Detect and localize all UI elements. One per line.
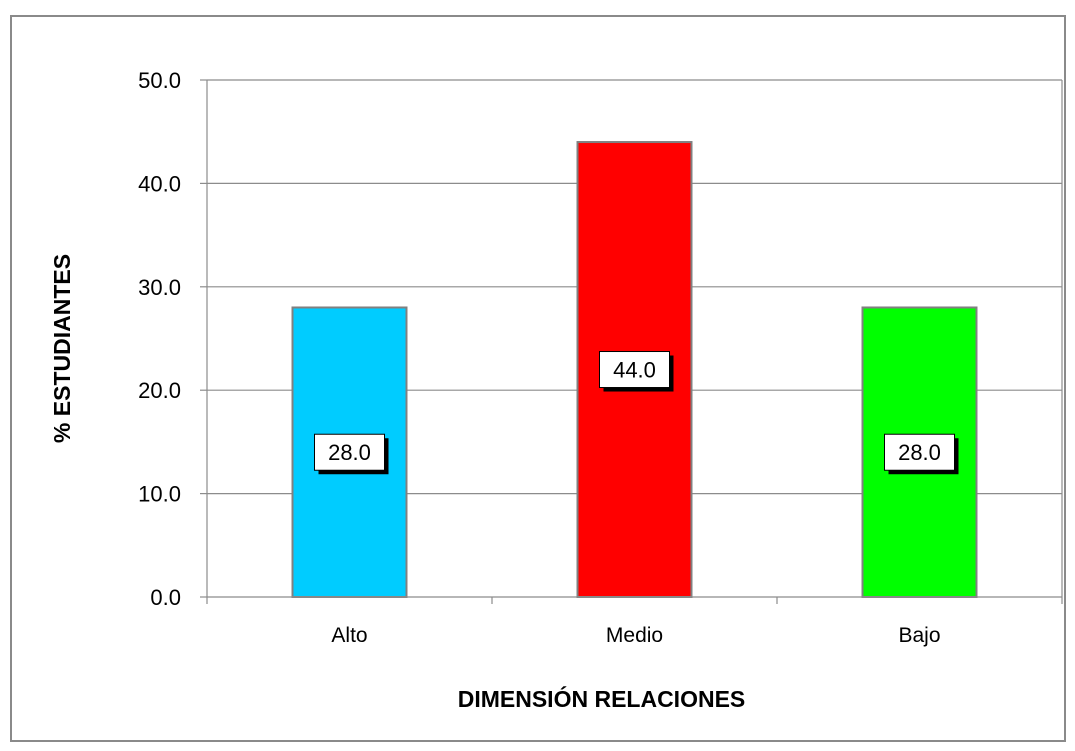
y-axis-title: % ESTUDIANTES xyxy=(49,254,75,443)
axes: 0.0 10.0 20.0 30.0 40.0 50.0 Alto Medio Bajo xyxy=(138,68,1063,647)
y-tick-label: 30.0 xyxy=(138,275,181,300)
y-tick-label: 40.0 xyxy=(138,171,181,196)
y-tick-label: 0.0 xyxy=(150,585,181,610)
data-label: 28.0 xyxy=(328,440,371,465)
x-tick-label: Medio xyxy=(606,624,663,647)
y-tick-label: 20.0 xyxy=(138,378,181,403)
y-tick-label: 10.0 xyxy=(138,482,181,507)
x-tick-label: Alto xyxy=(331,624,367,647)
data-label: 44.0 xyxy=(613,358,656,383)
x-tick-label: Bajo xyxy=(898,624,940,647)
data-label-box xyxy=(314,433,385,471)
data-label: 28.0 xyxy=(898,440,941,465)
data-labels: 28.0 44.0 28.0 xyxy=(314,351,959,475)
x-axis-title: DIMENSIÓN RELACIONES xyxy=(458,685,746,712)
y-tick-label: 50.0 xyxy=(138,68,181,93)
data-label-box xyxy=(884,433,955,471)
data-label-box xyxy=(599,351,670,389)
